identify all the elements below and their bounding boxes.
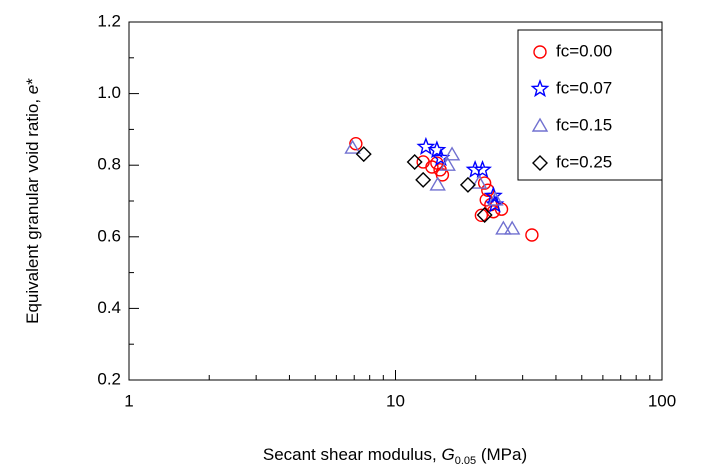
legend-label: fc=0.00 (556, 41, 612, 60)
x-label-part: (MPa) (476, 445, 527, 464)
data-point (439, 156, 456, 171)
data-point (503, 220, 521, 235)
legend-label: fc=0.15 (556, 115, 612, 134)
y-tick-label: 0.8 (97, 155, 121, 174)
x-label-part: 0.05 (455, 455, 476, 467)
y-label-part: Equivalent granular void ratio, (23, 94, 42, 324)
data-point (415, 171, 432, 188)
y-tick-label: 1.0 (97, 83, 121, 102)
data-point (427, 140, 447, 159)
data-point (344, 139, 361, 154)
x-tick-label: 1 (124, 391, 133, 410)
legend-label: fc=0.07 (556, 78, 612, 97)
data-point (495, 220, 512, 235)
y-label-part: e (23, 85, 42, 94)
legend-symbol (532, 155, 548, 171)
data-point (416, 155, 430, 169)
data-point (355, 146, 372, 163)
x-label-part: Secant shear modulus, (263, 445, 442, 464)
y-tick-label: 1.2 (97, 11, 121, 30)
legend-label: fc=0.25 (556, 152, 612, 171)
y-tick-label: 0.2 (97, 369, 121, 388)
data-point (470, 174, 488, 189)
x-tick-label: 100 (648, 391, 676, 410)
legend-symbol (530, 79, 550, 98)
data-point (435, 168, 450, 182)
x-tick-label: 10 (386, 391, 405, 410)
data-point (525, 228, 539, 242)
data-point (406, 153, 423, 170)
data-point (487, 191, 504, 206)
data-point (429, 176, 446, 191)
data-point (477, 176, 492, 190)
y-tick-label: 0.4 (97, 298, 121, 317)
data-point (416, 136, 436, 156)
data-point (443, 146, 461, 161)
x-axis-label: Secant shear modulus, G0.05 (MPa) (263, 445, 527, 466)
legend-symbol (533, 45, 547, 59)
x-label-part: G (441, 445, 454, 464)
data-point (474, 208, 489, 223)
y-tick-label: 0.6 (97, 226, 121, 245)
data-point (476, 206, 493, 223)
y-axis-label: Equivalent granular void ratio, e* (23, 78, 42, 324)
legend-symbol (531, 117, 549, 132)
data-point (349, 137, 363, 151)
legend-box (517, 29, 663, 181)
data-point (459, 176, 476, 193)
y-label-part: * (23, 78, 42, 85)
data-point (473, 159, 492, 178)
data-point (431, 148, 451, 167)
